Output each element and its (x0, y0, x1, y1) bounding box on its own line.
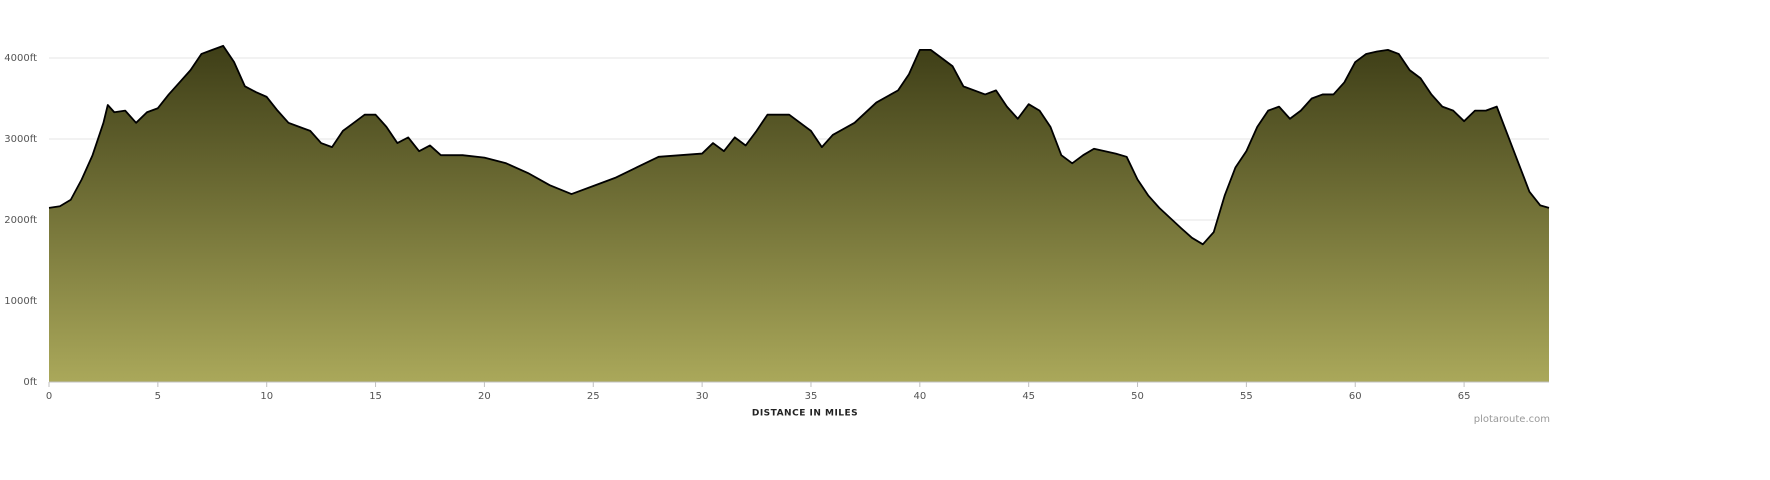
elevation-line (48, 44, 1550, 246)
x-tick-label: 10 (260, 391, 273, 402)
x-tick-label: 35 (805, 391, 818, 402)
x-tick-label: 40 (913, 391, 926, 402)
x-tick-label: 25 (587, 391, 600, 402)
x-axis-label: DISTANCE IN MILES (752, 409, 858, 419)
x-tick-label: 15 (369, 391, 382, 402)
credit: plotaroute.com (1474, 414, 1550, 425)
y-tick-label: 1000ft (4, 296, 37, 307)
x-tick-label: 30 (696, 391, 709, 402)
x-tick-label: 50 (1131, 391, 1144, 402)
x-tick-label: 60 (1349, 391, 1362, 402)
x-tick-label: 65 (1458, 391, 1471, 402)
x-tick-label: 45 (1022, 391, 1035, 402)
area-fill (49, 45, 1549, 382)
x-tick-label: 20 (478, 391, 491, 402)
x-tick-label: 5 (155, 391, 161, 402)
y-tick-label: 2000ft (4, 215, 37, 226)
y-tick-label: 0ft (23, 377, 37, 388)
x-tick-label: 0 (46, 391, 52, 402)
x-tick-label: 55 (1240, 391, 1253, 402)
y-tick-label: 3000ft (4, 134, 37, 145)
y-tick-label: 4000ft (4, 53, 37, 64)
